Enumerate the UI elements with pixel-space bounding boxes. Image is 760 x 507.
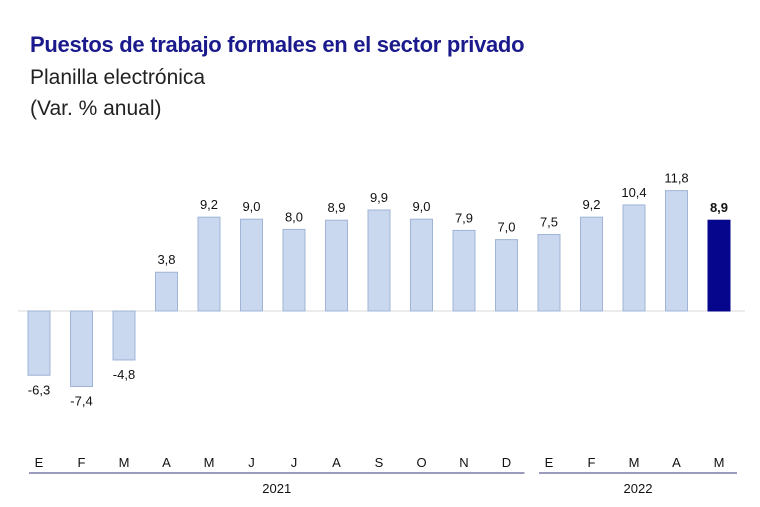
bar [282, 228, 306, 312]
year-group-label: 2021 [262, 481, 291, 496]
x-tick-label: M [714, 455, 725, 470]
chart-unit: (Var. % anual) [30, 97, 162, 120]
x-tick-label: A [162, 455, 171, 470]
bar [537, 234, 561, 312]
bar [707, 219, 731, 312]
year-group-label: 2022 [624, 481, 653, 496]
data-label: 8,9 [710, 200, 728, 215]
data-label: 9,9 [370, 190, 388, 205]
data-label: -4,8 [113, 367, 135, 382]
bar [112, 310, 136, 361]
data-label: 7,0 [497, 220, 515, 235]
x-tick-label: J [291, 455, 298, 470]
bar [580, 216, 603, 312]
data-label: 8,0 [285, 209, 303, 224]
data-label: 9,0 [242, 199, 260, 214]
bar [70, 310, 93, 387]
bar [495, 239, 518, 312]
x-tick-label: M [119, 455, 130, 470]
data-label: 7,9 [455, 210, 473, 225]
bar [452, 229, 476, 312]
x-tick-label: F [78, 455, 86, 470]
bar [27, 310, 51, 376]
bar [367, 209, 391, 312]
x-tick-label: J [248, 455, 255, 470]
bar [410, 218, 433, 312]
bar [622, 204, 646, 312]
bar [325, 219, 348, 312]
data-label: 9,0 [412, 199, 430, 214]
x-tick-label: A [332, 455, 341, 470]
data-label: 7,5 [540, 215, 558, 230]
bar [240, 218, 263, 312]
x-tick-label: M [204, 455, 215, 470]
x-tick-label: S [375, 455, 384, 470]
x-tick-label: E [35, 455, 44, 470]
data-label: 10,4 [621, 185, 646, 200]
data-label: 9,2 [582, 197, 600, 212]
data-label: -7,4 [70, 393, 92, 408]
chart-subtitle: Planilla electrónica [30, 66, 206, 89]
x-tick-label: O [416, 455, 426, 470]
x-tick-label: M [629, 455, 640, 470]
data-label: 9,2 [200, 197, 218, 212]
x-tick-label: A [672, 455, 681, 470]
data-label: -6,3 [28, 382, 50, 397]
data-label: 3,8 [157, 252, 175, 267]
x-tick-label: N [459, 455, 468, 470]
bar [665, 190, 688, 312]
x-tick-label: F [588, 455, 596, 470]
chart-title: Puestos de trabajo formales en el sector… [30, 32, 525, 57]
data-label: 8,9 [327, 200, 345, 215]
x-tick-label: D [502, 455, 511, 470]
x-tick-label: E [545, 455, 554, 470]
data-label: 11,8 [664, 171, 688, 186]
bar [155, 271, 178, 312]
bar [197, 216, 221, 312]
